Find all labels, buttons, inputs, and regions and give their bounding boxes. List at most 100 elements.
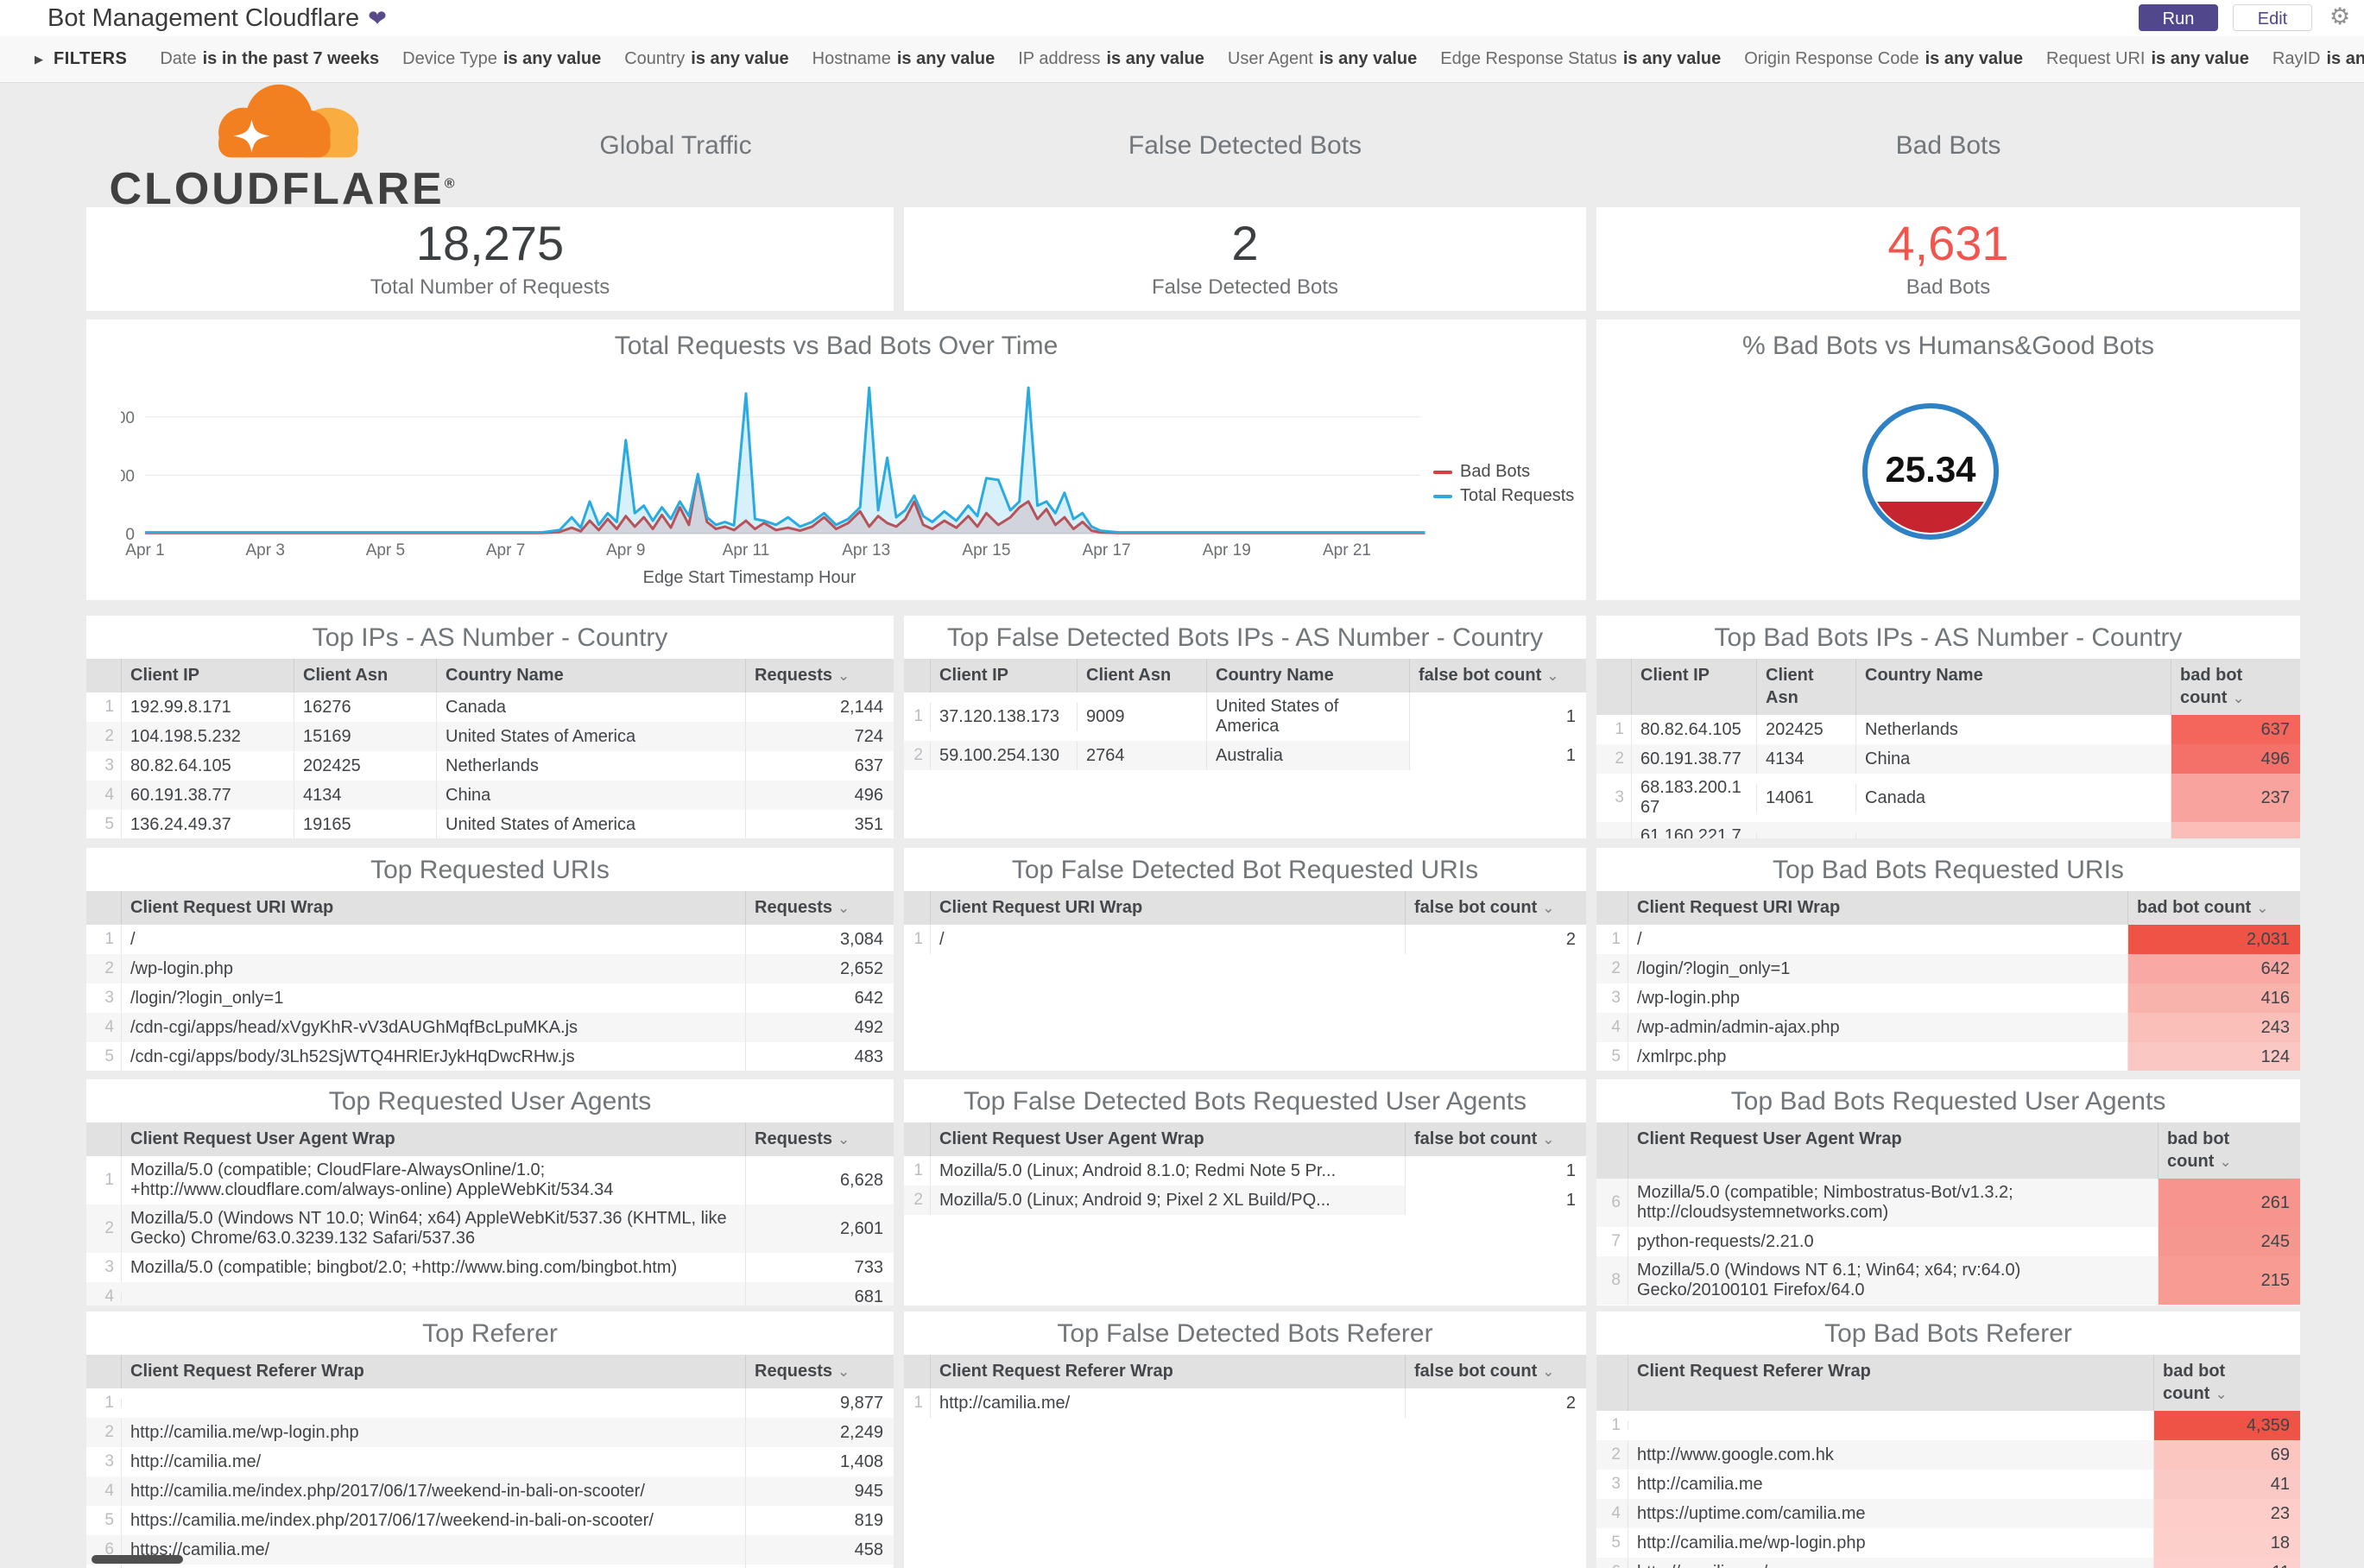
column-header: Client IP (930, 659, 1077, 692)
cell: https://camilia.me/ (121, 1535, 745, 1565)
filter-item[interactable]: Date is in the past 7 weeks (160, 49, 380, 68)
cell: China (1855, 744, 2171, 774)
table-row: 1 9,877 (86, 1388, 894, 1418)
gauge-card: % Bad Bots vs Humans&Good Bots 25.34 (1596, 319, 2300, 600)
value-cell: 458 (745, 1535, 894, 1565)
table-row: 5 http://camilia.me/wp-login.php 18 (1596, 1528, 2300, 1558)
column-header-sortable[interactable]: bad bot count ⌄ (2158, 1122, 2300, 1179)
column-header: Country Name (436, 659, 745, 692)
value-cell: 69 (2153, 1440, 2300, 1470)
table-header-row: Client Request Referer Wrap Requests ⌄ (86, 1355, 894, 1388)
edit-button[interactable]: Edit (2233, 4, 2312, 31)
table-row: 3/wp-login.php 416 (1596, 983, 2300, 1013)
table-title: Top Bad Bots Requested URIs (1773, 856, 2124, 884)
table-row: 4/wp-admin/admin-ajax.php 243 (1596, 1013, 2300, 1042)
column-header-sortable[interactable]: Requests ⌄ (745, 1355, 894, 1388)
sort-caret-icon: ⌄ (2219, 1154, 2232, 1170)
cell: http://camilia.me/wp-login.php (1628, 1528, 2153, 1558)
table-row: 2 http://camilia.me/wp-login.php 2,249 (86, 1418, 894, 1447)
column-header-sortable[interactable]: false bot count ⌄ (1405, 1355, 1586, 1388)
filter-item[interactable]: Origin Response Code is any value (1744, 49, 2023, 68)
table-row: 1 4,359 (1596, 1411, 2300, 1440)
table-header-row: Client IP Client Asn Country Name bad bot c… (1596, 659, 2300, 715)
table-top-requested-user-agents: Top Requested User Agents Client Request … (86, 1079, 894, 1306)
row-number: 4 (104, 1018, 114, 1036)
table-row: 6 https://camilia.me/458 (86, 1535, 894, 1565)
filter-item[interactable]: Device Type is any value (402, 49, 602, 68)
cell: 2764 (1077, 741, 1206, 770)
column-header-sortable[interactable]: Requests ⌄ (745, 891, 894, 925)
header-corner (1596, 659, 1631, 715)
row-number: 3 (104, 989, 114, 1007)
table-title: Top False Detected Bots Referer (1057, 1319, 1433, 1348)
table-top-bad-bots-requested-uris: Top Bad Bots Requested URIs Client Reques… (1596, 848, 2300, 1071)
table-row: 4 https://uptime.com/camilia.me 23 (1596, 1499, 2300, 1528)
column-header-sortable[interactable]: false bot count ⌄ (1405, 891, 1586, 925)
cell: python-requests/2.21.0 (1628, 1227, 2158, 1256)
filter-item[interactable]: Hostname is any value (812, 49, 996, 68)
header-corner (1596, 1355, 1628, 1411)
row-number: 3 (104, 756, 114, 775)
header-corner (86, 1122, 121, 1156)
row-number: 4 (104, 1287, 114, 1306)
header-corner (904, 891, 930, 925)
sort-caret-icon: ⌄ (2215, 1386, 2228, 1402)
row-number: 1 (1615, 720, 1624, 738)
filter-item[interactable]: Country is any value (624, 49, 789, 68)
page-title-text: Bot Management Cloudflare (47, 4, 360, 32)
column-header: Client Request User Agent Wrap (1628, 1122, 2158, 1179)
row-number: 2 (1611, 1445, 1621, 1464)
filter-item[interactable]: Edge Response Status is any value (1440, 49, 1722, 68)
table-row: 3/login/?login_only=1 642 (86, 983, 894, 1013)
x-tick-label: Apr 19 (1203, 541, 1251, 560)
column-header-sortable[interactable]: bad bot count ⌄ (2127, 891, 2300, 925)
value-cell: 2,601 (745, 1204, 894, 1253)
filter-item[interactable]: IP address is any value (1018, 49, 1204, 68)
row-number: 2 (104, 1219, 114, 1237)
filter-item[interactable]: User Agent is any value (1227, 49, 1418, 68)
column-header: Client Asn (294, 659, 436, 692)
column-header-sortable[interactable]: bad bot count ⌄ (2171, 659, 2300, 715)
column-header-sortable[interactable]: false bot count ⌄ (1409, 659, 1586, 692)
chart-title: Total Requests vs Bad Bots Over Time (614, 332, 1059, 360)
cell: China (436, 781, 745, 810)
table-title: Top Bad Bots Referer (1824, 1319, 2072, 1348)
column-header-sortable[interactable]: Requests ⌄ (745, 1122, 894, 1156)
filter-list: Date is in the past 7 weeks Device Type is … (160, 49, 2364, 69)
filters-expand-icon[interactable]: ▶ (35, 52, 43, 66)
row-number: 1 (913, 707, 923, 725)
column-header-sortable[interactable]: bad bot count ⌄ (2153, 1355, 2300, 1411)
column-header-sortable[interactable]: Requests ⌄ (745, 659, 894, 692)
table-row: 5 https://camilia.me/index.php/2017/06/17… (86, 1506, 894, 1535)
header-corner (1596, 891, 1628, 925)
row-number: 6 (1611, 1193, 1621, 1211)
gear-icon[interactable]: ⚙ (2329, 3, 2351, 29)
scrollbar-thumb[interactable] (92, 1555, 183, 1564)
table-top-requested-uris: Top Requested URIs Client Request URI Wra… (86, 848, 894, 1071)
table-row: 1 Mozilla/5.0 (compatible; CloudFlare-Alw… (86, 1156, 894, 1204)
header-corner (904, 1355, 930, 1388)
metric-label: Bad Bots (1906, 275, 1991, 300)
timeseries-chart: 0 100 200 Apr 1 Apr 3 Apr 5 Apr 7 Apr 9 Apr 11 Ap… (121, 386, 1425, 560)
gauge-value: 25.34 (1885, 449, 1976, 490)
row-number: 2 (913, 1191, 923, 1209)
table-title: Top False Detected Bots IPs - AS Number … (946, 623, 1544, 652)
table-row: 4 681 (86, 1282, 894, 1306)
table-row: 2 104.198.5.232 15169 United States of Amer… (86, 722, 894, 751)
cell: 202425 (1756, 715, 1855, 744)
filters-label[interactable]: FILTERS (54, 49, 128, 68)
filter-item[interactable]: Request URI is any value (2046, 49, 2249, 68)
value-cell: 483 (745, 1042, 894, 1071)
value-cell: 2,144 (745, 692, 894, 722)
run-button[interactable]: Run (2139, 4, 2218, 31)
timeseries-chart-card: Total Requests vs Bad Bots Over Time 0 10… (86, 319, 1586, 600)
cell (121, 1293, 745, 1301)
sort-caret-icon: ⌄ (838, 1363, 850, 1380)
table-title: Top IPs - AS Number - Country (312, 623, 668, 652)
row-number: 6 (1596, 1559, 1628, 1568)
value-cell: 3,084 (745, 925, 894, 954)
cell: Canada (1855, 783, 2171, 812)
column-header-sortable[interactable]: false bot count ⌄ (1405, 1122, 1586, 1156)
value-cell: 733 (745, 1253, 894, 1282)
